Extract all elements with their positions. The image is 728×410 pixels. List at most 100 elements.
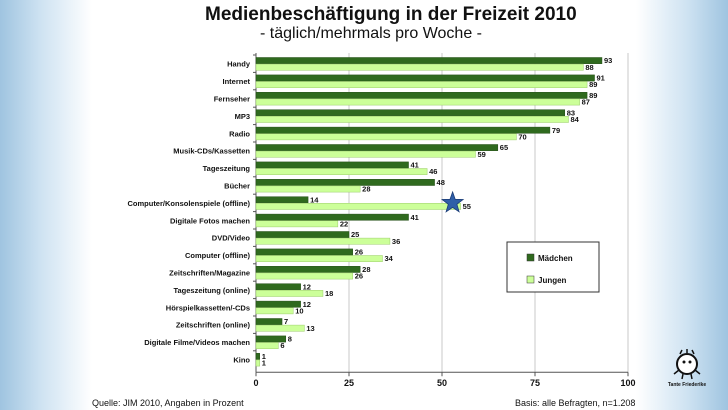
bar-jungen <box>255 150 476 158</box>
legend-label: Mädchen <box>538 254 573 263</box>
category-label: MP3 <box>235 112 250 121</box>
bar-jungen <box>255 133 517 141</box>
bar-value-label: 8 <box>288 335 292 344</box>
bar-value-label: 18 <box>325 289 333 298</box>
bar-value-label: 65 <box>500 143 508 152</box>
bar-value-label: 22 <box>340 219 348 228</box>
bar-value-label: 89 <box>589 91 597 100</box>
bar-jungen <box>255 203 461 210</box>
category-label: Computer/Konsolenspiele (offline) <box>127 199 250 208</box>
bar-value-label: 89 <box>589 80 597 89</box>
bar-value-label: 55 <box>463 202 471 211</box>
bar-maedchen <box>255 300 301 308</box>
category-label: Musik-CDs/Kassetten <box>173 147 250 156</box>
bar-jungen <box>255 116 569 123</box>
bar-value-label: 70 <box>518 132 526 141</box>
bar-value-label: 28 <box>362 265 370 274</box>
bar-value-label: 1 <box>262 352 266 361</box>
bar-value-label: 91 <box>597 74 605 83</box>
bar-value-label: 87 <box>582 98 590 107</box>
bar-value-label: 34 <box>384 254 393 263</box>
bar-jungen <box>255 185 361 193</box>
x-tick-label: 25 <box>344 378 354 388</box>
bar-maedchen <box>255 283 301 291</box>
bar-value-label: 84 <box>570 115 579 124</box>
category-label: Bücher <box>224 182 250 191</box>
x-tick-label: 50 <box>437 378 447 388</box>
category-label: Handy <box>227 60 251 69</box>
legend-swatch <box>526 275 535 284</box>
bar-value-label: 6 <box>280 341 284 350</box>
bar-jungen <box>255 324 305 332</box>
bar-value-label: 10 <box>295 306 303 315</box>
bar-jungen <box>255 63 584 71</box>
bar-maedchen <box>255 179 435 186</box>
bar-value-label: 46 <box>429 167 437 176</box>
chart-subtitle: - täglich/mehrmals pro Woche - <box>260 25 482 42</box>
bar-maedchen <box>255 109 566 117</box>
bar-value-label: 41 <box>411 213 419 222</box>
bar-value-label: 36 <box>392 237 400 246</box>
right-side-gradient <box>636 0 728 410</box>
bar-value-label: 28 <box>362 185 370 194</box>
bar-value-label: 41 <box>411 161 419 170</box>
bar-maedchen <box>255 231 350 238</box>
category-label: DVD/Video <box>212 234 251 243</box>
brand-logo: Tante Friederike <box>662 348 712 394</box>
category-label: Tageszeitung (online) <box>173 286 250 295</box>
bar-maedchen <box>255 248 353 256</box>
logo-text: Tante Friederike <box>668 382 706 388</box>
logo-graphic: Tante Friederike <box>668 349 706 388</box>
category-label: Fernseher <box>214 95 250 104</box>
source-note: Quelle: JIM 2010, Angaben in Prozent <box>92 398 244 408</box>
x-tick-label: 0 <box>253 378 258 388</box>
bar-jungen <box>255 81 588 88</box>
bar-maedchen <box>255 353 260 360</box>
bar-jungen <box>255 168 428 175</box>
bar-value-label: 14 <box>310 195 319 204</box>
legend-box <box>506 241 600 293</box>
bar-jungen <box>255 359 260 367</box>
bar-value-label: 93 <box>604 56 612 65</box>
bar-jungen <box>255 272 353 280</box>
category-label: Zeitschriften/Magazine <box>169 269 250 278</box>
bar-value-label: 25 <box>351 230 359 239</box>
legend-swatch <box>526 253 535 262</box>
chart-title: Medienbeschäftigung in der Freizeit 2010 <box>205 4 577 25</box>
bar-jungen <box>255 98 580 106</box>
bar-jungen <box>255 255 383 262</box>
category-label: Tageszeitung <box>203 164 251 173</box>
bar-maedchen <box>255 92 588 99</box>
bar-maedchen <box>255 74 595 82</box>
bar-maedchen <box>255 318 283 325</box>
bar-value-label: 1 <box>262 359 266 368</box>
bar-maedchen <box>255 126 551 134</box>
category-label: Zeitschriften (online) <box>176 321 251 330</box>
bar-value-label: 59 <box>477 150 485 159</box>
bar-maedchen <box>255 213 409 221</box>
bar-jungen <box>255 307 294 315</box>
left-side-gradient <box>0 0 92 410</box>
bar-value-label: 83 <box>567 108 575 117</box>
bar-value-label: 7 <box>284 317 288 326</box>
bar-value-label: 12 <box>303 282 311 291</box>
bar-maedchen <box>255 57 603 64</box>
bar-value-label: 13 <box>306 324 314 333</box>
category-label: Hörspielkassetten/-CDs <box>166 303 250 312</box>
category-label: Kino <box>233 356 250 365</box>
bar-maedchen <box>255 196 309 204</box>
bar-value-label: 12 <box>303 300 311 309</box>
bar-value-label: 26 <box>355 272 363 281</box>
bar-jungen <box>255 290 324 297</box>
bar-value-label: 48 <box>437 178 445 187</box>
legend-label: Jungen <box>538 276 567 285</box>
bar-value-label: 79 <box>552 126 560 135</box>
bar-value-label: 88 <box>585 63 593 72</box>
basis-note: Basis: alle Befragten, n=1.208 <box>515 398 636 408</box>
category-label: Digitale Fotos machen <box>170 216 250 225</box>
bar-maedchen <box>255 335 287 343</box>
star-icon <box>440 190 465 213</box>
bar-jungen <box>255 220 339 228</box>
category-label: Computer (offline) <box>185 251 250 260</box>
bar-maedchen <box>255 266 361 273</box>
